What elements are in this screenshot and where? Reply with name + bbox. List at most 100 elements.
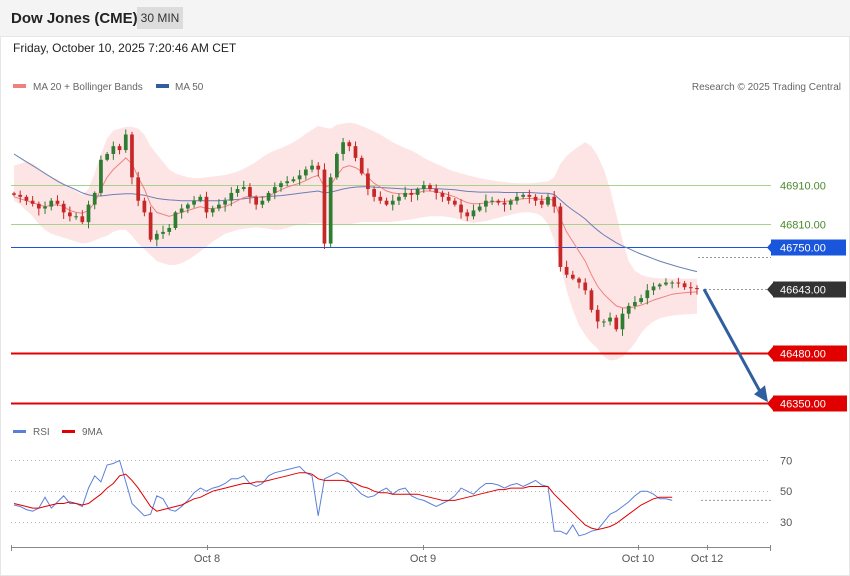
candle <box>80 210 85 225</box>
candle <box>136 171 141 207</box>
candle-body <box>570 274 575 279</box>
candle <box>36 201 41 216</box>
candle-body <box>347 142 352 147</box>
candle-body <box>639 298 643 303</box>
candle-body <box>185 204 190 209</box>
ma20-legend-swatch <box>13 84 26 88</box>
candle-body <box>303 169 308 176</box>
candle <box>670 280 675 289</box>
candle <box>577 277 581 289</box>
candle-body <box>608 317 612 322</box>
candle-body <box>384 200 389 205</box>
candle-body <box>111 146 116 154</box>
level-pivot-2-badge <box>773 239 846 256</box>
candlesticks <box>12 129 699 336</box>
candle-body <box>204 196 209 213</box>
candle-body <box>210 208 215 213</box>
candle <box>595 305 600 329</box>
candle <box>403 186 408 200</box>
candle <box>465 209 470 221</box>
candle-body <box>297 175 302 180</box>
ma20-legend-label: MA 20 + Bollinger Bands <box>33 82 143 93</box>
rsi-legend-swatch <box>13 430 26 433</box>
candle <box>515 192 519 205</box>
candle-body <box>322 169 327 244</box>
candle-body <box>595 309 600 322</box>
candle <box>452 197 457 207</box>
candle <box>279 180 283 192</box>
candle <box>179 204 184 219</box>
level-pivot-2-badge-tip <box>767 239 774 256</box>
ma20-line <box>13 157 698 309</box>
candle <box>695 285 699 295</box>
candle-body <box>695 287 699 290</box>
chart-datetime: Friday, October 10, 2025 7:20:46 AM CET <box>13 41 237 55</box>
candle <box>198 194 203 203</box>
candle <box>123 129 128 153</box>
candle <box>217 199 221 212</box>
level-last-3-badge-tip <box>767 281 774 298</box>
candle <box>546 193 550 207</box>
candle-body <box>353 146 358 158</box>
level-resistance-1-label: 46810.00 <box>780 220 826 232</box>
candle-body <box>335 153 339 178</box>
price-levels <box>11 185 771 405</box>
candle-body <box>179 208 184 213</box>
candle <box>310 159 314 173</box>
candle <box>117 143 122 155</box>
candle <box>521 192 526 200</box>
candle-body <box>664 282 668 285</box>
level-support-4-label: 46480.00 <box>780 349 826 361</box>
candle <box>148 206 153 243</box>
candle-body <box>192 200 196 205</box>
timeframe-badge[interactable]: 30 MIN <box>137 7 183 29</box>
candle-body <box>55 200 60 204</box>
candle <box>297 169 302 186</box>
candle <box>539 195 544 209</box>
time-tick-label: Oct 10 <box>622 553 654 565</box>
candle <box>477 203 482 213</box>
candle <box>341 137 345 161</box>
candle-body <box>527 194 532 197</box>
time-axis-ticks: Oct 8 Oct 9 Oct 10 Oct 12 <box>194 545 723 565</box>
candle-body <box>80 216 85 223</box>
candle-body <box>266 192 271 201</box>
candle-body <box>291 179 296 182</box>
candle-body <box>564 266 569 275</box>
candle-body <box>651 286 656 291</box>
candle <box>55 195 60 207</box>
candle-body <box>390 200 395 205</box>
candle <box>12 191 16 197</box>
candle <box>490 196 494 205</box>
candle-body <box>546 196 550 205</box>
candle-body <box>508 200 513 205</box>
candle-body <box>626 305 631 314</box>
candle <box>390 194 395 211</box>
candle-body <box>633 302 637 306</box>
candle <box>185 202 190 214</box>
candle-body <box>682 283 687 288</box>
candle <box>173 210 178 230</box>
candle <box>328 173 333 248</box>
rsi-legend-label: RSI <box>33 427 50 438</box>
candle-body <box>446 196 451 201</box>
candle-body <box>161 231 165 234</box>
candle <box>459 199 463 219</box>
rsi-ma-legend-label: 9MA <box>82 427 103 438</box>
time-tick-label: Oct 8 <box>194 553 220 565</box>
candle <box>241 180 246 192</box>
candle <box>154 230 159 247</box>
candle-body <box>415 189 420 195</box>
candle-body <box>167 227 172 232</box>
candle-body <box>173 212 178 228</box>
candle-body <box>539 200 544 205</box>
candle <box>484 194 488 213</box>
candle <box>688 282 693 295</box>
candle <box>223 197 227 212</box>
candle <box>43 201 47 214</box>
candle-body <box>229 192 234 201</box>
candle-body <box>154 233 159 240</box>
candle <box>24 194 29 205</box>
candle <box>434 184 439 200</box>
candle-body <box>428 185 432 190</box>
